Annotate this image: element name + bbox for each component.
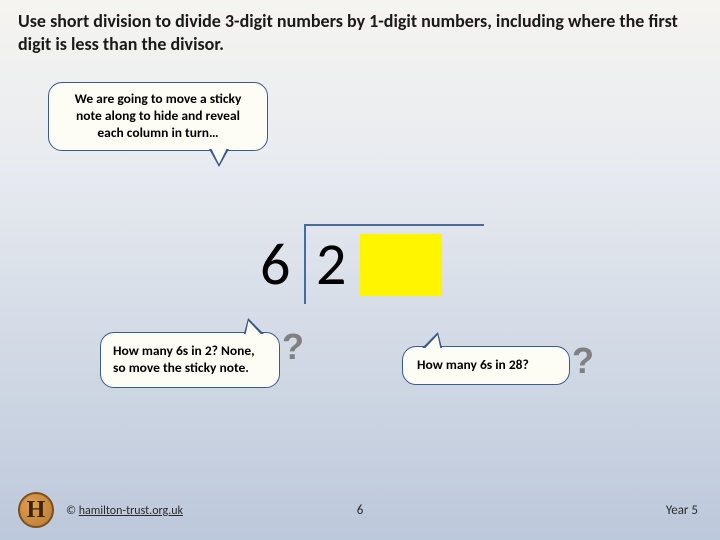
year-label: Year 5	[666, 503, 698, 518]
sticky-note	[360, 234, 442, 296]
page-number: 6	[357, 503, 364, 518]
speech-bubble-step1: How many 6s in 2? None, so move the stic…	[100, 332, 280, 388]
question-mark-icon: ?	[572, 340, 594, 382]
division-diagram: 6 2	[260, 210, 520, 310]
speech-bubble-step2: How many 6s in 28?	[402, 346, 570, 385]
copyright-text: © hamilton-trust.org.uk	[66, 504, 183, 518]
dividend-visible-digit: 2	[316, 228, 346, 301]
footer: H © hamilton-trust.org.uk 6 Year 5	[0, 488, 720, 528]
copyright-link[interactable]: hamilton-trust.org.uk	[79, 504, 183, 518]
question-mark-icon: ?	[282, 326, 304, 368]
divisor-digit: 6	[260, 228, 290, 301]
copyright-prefix: ©	[66, 504, 79, 518]
speech-bubble-intro: We are going to move a sticky note along…	[48, 82, 268, 151]
hamilton-logo-icon: H	[18, 492, 54, 528]
page-heading: Use short division to divide 3-digit num…	[0, 0, 720, 61]
